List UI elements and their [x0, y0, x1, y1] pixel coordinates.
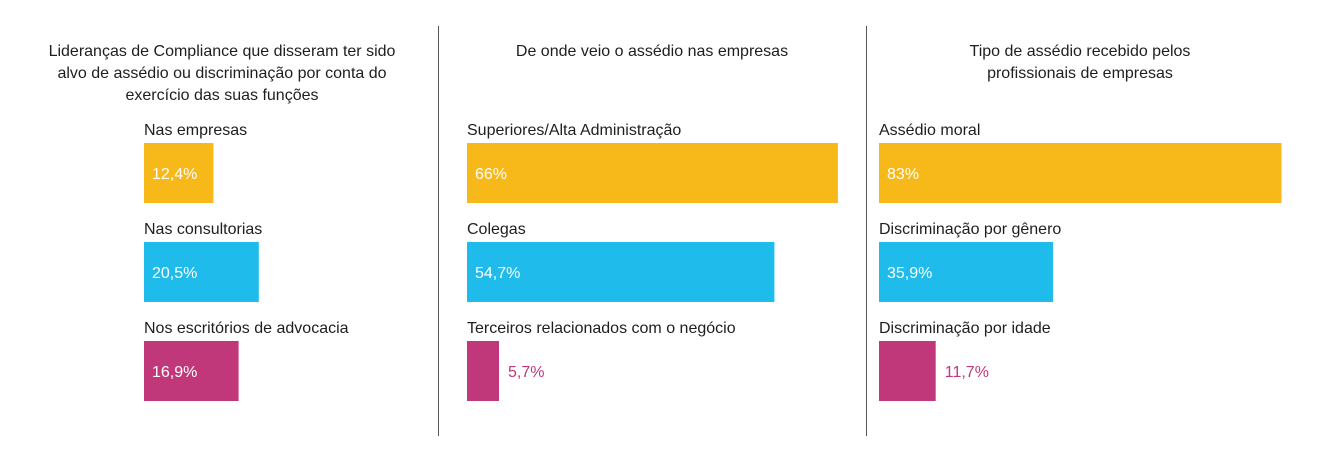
value-label-1-1: 12,4% [152, 166, 197, 183]
bar-3-2 [879, 242, 1054, 302]
category-label-3-1: Assédio moral [879, 122, 980, 139]
chart-title-2: De onde veio o assédio nas empresas [516, 43, 788, 60]
bar-2-1 [467, 143, 838, 203]
bar-2-3 [467, 341, 499, 401]
category-label-1-3: Nos escritórios de advocacia [144, 320, 349, 337]
category-label-3-2: Discriminação por gênero [879, 221, 1061, 238]
bar-3-1 [879, 143, 1282, 203]
bar-2-2 [467, 242, 775, 302]
value-label-3-1: 83% [887, 166, 919, 183]
bar-1-2 [144, 242, 259, 302]
panel-divider-2 [866, 26, 867, 436]
value-label-2-1: 66% [475, 166, 507, 183]
panel-divider-1 [438, 26, 439, 436]
bar-1-1 [144, 143, 214, 203]
category-label-1-2: Nas consultorias [144, 221, 262, 238]
chart-title-3: Tipo de assédio recebido pelos profission… [970, 43, 1191, 82]
category-label-1-1: Nas empresas [144, 122, 247, 139]
chart-title-1: Lideranças de Compliance que disseram te… [49, 43, 396, 104]
bar-1-3 [144, 341, 239, 401]
value-label-2-2: 54,7% [475, 265, 520, 282]
bar-3-3 [879, 341, 936, 401]
value-label-3-2: 35,9% [887, 265, 932, 282]
value-label-3-3: 11,7% [945, 364, 989, 381]
value-label-1-2: 20,5% [152, 265, 197, 282]
value-label-1-3: 16,9% [152, 364, 197, 381]
category-label-2-2: Colegas [467, 221, 526, 238]
value-label-2-3: 5,7% [508, 364, 544, 381]
category-label-2-3: Terceiros relacionados com o negócio [467, 320, 736, 337]
category-label-3-3: Discriminação por idade [879, 320, 1051, 337]
category-label-2-1: Superiores/Alta Administração [467, 122, 681, 139]
